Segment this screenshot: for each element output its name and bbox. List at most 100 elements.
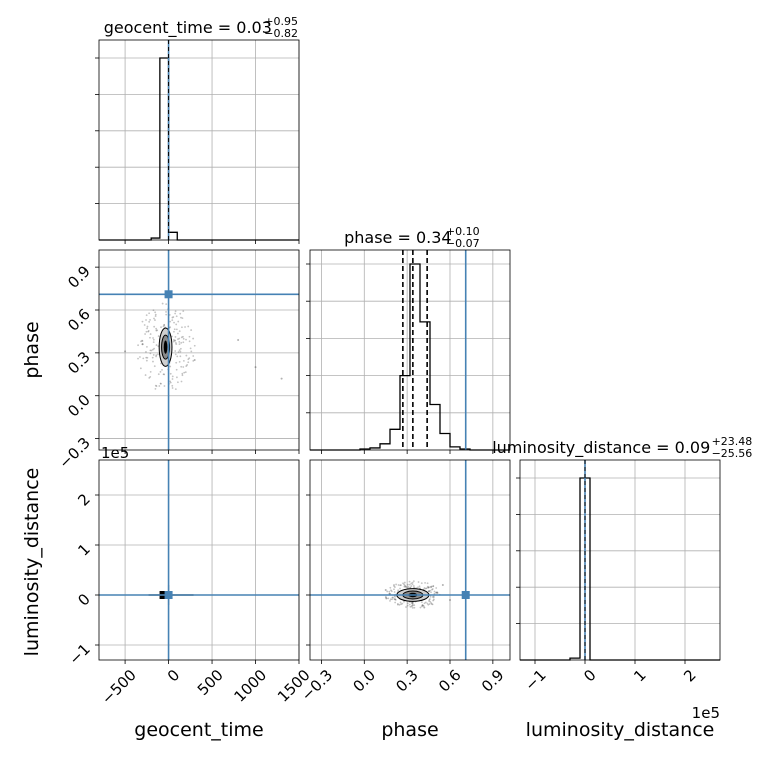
sample-point (141, 343, 144, 346)
panel-frame (309, 459, 511, 661)
sample-point (428, 590, 431, 593)
sample-point (175, 323, 178, 326)
sample-point (149, 375, 152, 378)
sample-point (178, 330, 181, 333)
sample-point (407, 586, 410, 588)
sample-point (145, 319, 147, 321)
sample-point (237, 339, 240, 341)
sample-point (397, 589, 400, 592)
sample-point (152, 354, 155, 356)
sample-point (432, 599, 435, 602)
sample-point (152, 360, 154, 363)
y-tick-label-phase: 0.9 (64, 262, 94, 292)
sample-point (160, 382, 162, 385)
sample-point (137, 344, 139, 347)
tick-labels: −500 0 500 1000 1500−0.3 0.0 0.3 0.6 0.9 −1 0 1 2−0.… (55, 262, 720, 722)
y-offset-text: 1e5 (101, 444, 129, 462)
sample-point (411, 602, 414, 605)
sample-point (178, 340, 181, 343)
sample-point (389, 586, 392, 589)
sample-point (152, 341, 155, 344)
sample-point (152, 309, 155, 312)
sample-point (158, 385, 161, 387)
sample-point (169, 381, 172, 384)
sample-point (157, 353, 159, 356)
sample-point (174, 388, 177, 391)
sample-point (391, 596, 394, 599)
sample-point (149, 370, 152, 373)
sample-point (410, 585, 413, 587)
sample-point (176, 376, 178, 379)
sample-point (433, 590, 436, 593)
sample-point (162, 325, 165, 328)
sample-point (392, 596, 394, 599)
sample-point (188, 357, 191, 360)
sample-point (403, 581, 406, 584)
sample-point (426, 582, 429, 585)
sample-point (425, 587, 428, 590)
sample-point (139, 367, 142, 370)
sample-point (427, 590, 430, 593)
sample-point (186, 364, 189, 366)
sample-point (148, 377, 151, 379)
sample-point (393, 598, 396, 600)
title-phase: phase = 0.34+0.10−0.07 (344, 225, 480, 250)
x-axis-label-phase: phase (381, 719, 438, 741)
sample-point (179, 350, 182, 353)
sample-point (192, 355, 195, 357)
sample-point (394, 598, 396, 601)
sample-point (429, 585, 432, 588)
sample-point (393, 591, 396, 593)
sample-point (146, 356, 149, 359)
panel-frame (519, 459, 721, 661)
sample-point (393, 586, 396, 588)
sample-point (175, 368, 178, 371)
sample-point (159, 370, 162, 373)
sample-point (394, 595, 396, 598)
sample-point (182, 335, 184, 338)
y-axis-label-phase: phase (21, 321, 43, 378)
sample-point (180, 336, 183, 339)
sample-point (427, 603, 430, 606)
sample-point (390, 590, 393, 593)
sample-point (188, 335, 191, 338)
sample-point (143, 324, 146, 326)
title-text: luminosity_distance = 0.09 (492, 438, 710, 458)
sample-point (411, 604, 413, 607)
sample-point (175, 328, 178, 331)
sample-point (140, 340, 142, 343)
sample-point (398, 603, 401, 606)
sample-point (433, 592, 436, 595)
x-tick-label-geocent_time: 0 (164, 666, 183, 685)
truth-marker (164, 290, 173, 299)
sample-point (165, 313, 168, 316)
sample-point (189, 347, 192, 350)
title-text: phase = 0.34 (344, 228, 451, 247)
sample-point (176, 355, 179, 358)
sample-point (137, 357, 139, 360)
sample-point (157, 373, 160, 376)
sample-point (419, 606, 422, 609)
x-tick-label-luminosity_distance: −1 (521, 666, 549, 694)
sample-point (163, 373, 166, 376)
sample-point (403, 585, 406, 588)
sample-point (403, 600, 405, 603)
sample-point (432, 585, 435, 588)
sample-point (435, 587, 438, 589)
sample-point (429, 595, 432, 598)
sample-point (145, 350, 147, 353)
sample-point (396, 602, 399, 605)
sample-point (182, 337, 185, 340)
sample-point (428, 590, 430, 592)
sample-point (144, 333, 146, 335)
sample-point (193, 359, 196, 361)
sample-point (190, 350, 193, 353)
sample-point (153, 317, 155, 320)
sample-point (171, 384, 174, 387)
sample-point (172, 339, 175, 341)
sample-point (175, 343, 178, 346)
title-upper-error: +23.48 (712, 435, 753, 448)
sample-point (155, 385, 158, 388)
title-lower-error: −0.07 (446, 237, 480, 250)
sample-point (432, 585, 435, 587)
